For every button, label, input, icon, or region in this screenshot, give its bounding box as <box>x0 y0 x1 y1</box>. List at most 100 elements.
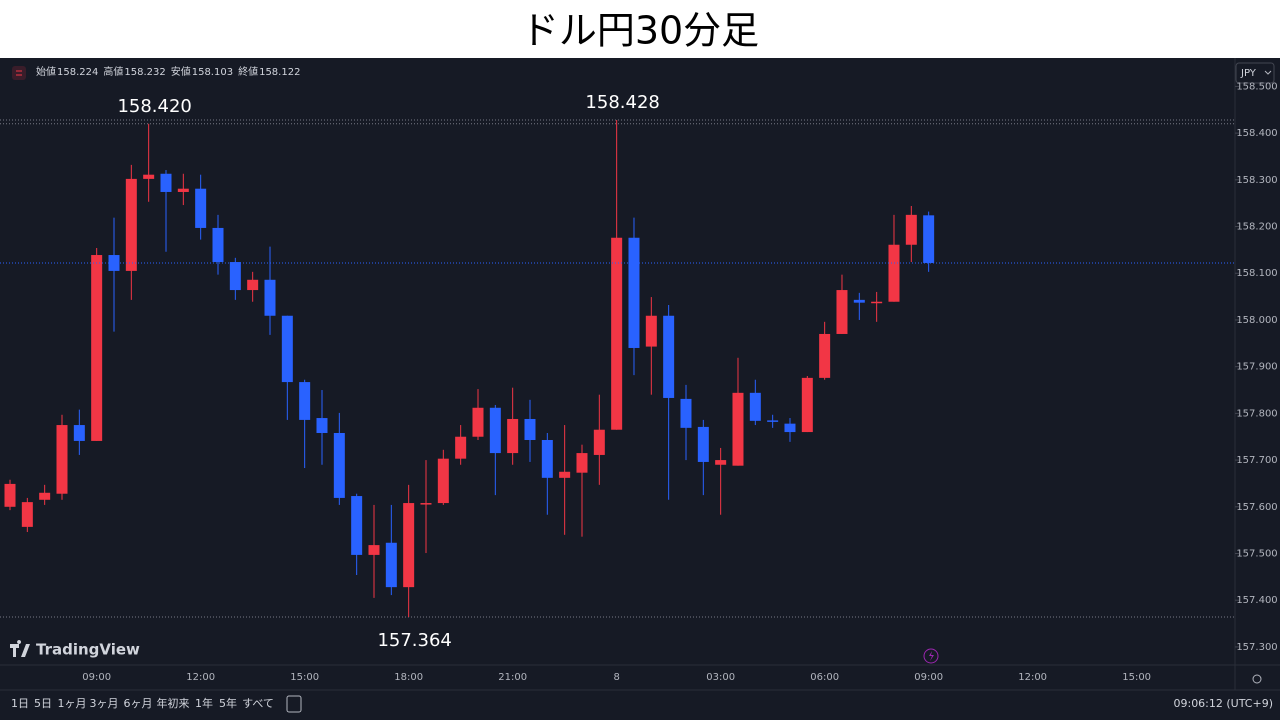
event-bolt <box>929 651 934 661</box>
candle-body <box>4 483 16 507</box>
y-tick-label: 157.500 <box>1236 549 1277 560</box>
event-icon[interactable] <box>923 648 939 664</box>
y-tick-label: 158.400 <box>1236 128 1277 139</box>
candle-body <box>385 542 397 588</box>
candle-body <box>264 279 276 316</box>
x-tick-label: 15:00 <box>290 672 319 683</box>
x-tick-label: 09:00 <box>914 672 943 683</box>
candle-body <box>177 188 189 192</box>
candle-body <box>299 382 311 420</box>
y-tick-label: 157.300 <box>1236 642 1277 653</box>
candle-body <box>923 215 935 263</box>
candle-body <box>455 436 467 459</box>
period-button[interactable]: すべて <box>242 697 274 710</box>
y-tick-label: 158.300 <box>1236 175 1277 186</box>
extreme-label: 158.428 <box>585 92 659 113</box>
candle-body <box>541 439 553 478</box>
brand-name: TradingView <box>36 641 140 659</box>
title-band <box>0 0 1280 58</box>
currency-label: JPY <box>1240 68 1257 79</box>
y-tick-label: 158.500 <box>1236 81 1277 92</box>
x-tick-label: 12:00 <box>186 672 215 683</box>
y-tick-label: 157.700 <box>1236 455 1277 466</box>
candle-body <box>524 418 536 440</box>
period-button[interactable]: 1ヶ月 <box>58 697 87 710</box>
candle-body <box>593 429 605 455</box>
candle-body <box>437 458 449 504</box>
y-tick-label: 157.400 <box>1236 595 1277 606</box>
x-tick-label: 09:00 <box>82 672 111 683</box>
candle-body <box>732 392 744 466</box>
candle-body <box>160 173 172 192</box>
candle-body <box>143 174 155 179</box>
currency-button[interactable] <box>1235 62 1275 84</box>
candle-body <box>905 214 917 245</box>
candle-body <box>680 398 692 428</box>
clock: 09:06:12 (UTC+9) <box>1173 697 1273 710</box>
symbol-icon[interactable] <box>12 66 26 80</box>
period-button[interactable]: 1年 <box>195 696 213 710</box>
candle-body <box>281 315 293 383</box>
ohlc-value: 158.103 <box>192 67 233 78</box>
candle-body <box>247 279 259 291</box>
candle-body <box>472 407 484 437</box>
period-button[interactable]: 5日 <box>34 697 52 710</box>
y-tick-label: 158.100 <box>1236 268 1277 279</box>
settings-button[interactable] <box>1252 674 1262 684</box>
candle-body <box>56 425 68 494</box>
candle-body <box>403 503 415 588</box>
candle-body <box>645 315 657 347</box>
brand-logo: TradingView <box>10 640 140 659</box>
period-button[interactable]: 6ヶ月 <box>124 697 153 710</box>
candle-body <box>749 392 761 421</box>
candle-body <box>229 262 241 291</box>
y-tick-label: 157.600 <box>1236 502 1277 513</box>
candle-body <box>73 425 85 441</box>
currency-caret <box>1264 70 1272 75</box>
y-tick-label: 157.800 <box>1236 408 1277 419</box>
chart-panel <box>0 58 1280 720</box>
ohlc-label: 始値 <box>36 65 56 78</box>
x-tick-label: 06:00 <box>810 672 839 683</box>
candle-body <box>853 299 865 303</box>
date-range-button[interactable] <box>286 695 302 713</box>
candle-body <box>697 426 709 462</box>
y-tick-label: 157.900 <box>1236 362 1277 373</box>
candle-body <box>125 178 137 271</box>
candle-body <box>507 418 519 454</box>
candle-body <box>767 420 779 422</box>
x-tick-label: 8 <box>613 672 619 683</box>
period-button[interactable]: 5年 <box>219 696 237 710</box>
candle-body <box>628 237 640 348</box>
candle-body <box>316 418 328 433</box>
candle-body <box>559 471 571 478</box>
candle-body <box>195 188 207 228</box>
candle-body <box>351 496 363 555</box>
chart-title: ドル円30分足 <box>521 9 759 53</box>
candle-body <box>663 315 675 398</box>
candle-body <box>212 227 224 263</box>
candle-body <box>91 255 103 441</box>
candle-body <box>888 244 900 302</box>
candle-body <box>801 377 813 433</box>
period-button[interactable]: 3ヶ月 <box>90 697 119 710</box>
ohlc-label: 安値 <box>171 65 191 78</box>
y-tick-label: 158.200 <box>1236 222 1277 233</box>
candle-body <box>39 492 51 500</box>
ohlc-value: 158.224 <box>57 67 98 78</box>
candle-body <box>489 407 501 454</box>
candle-body <box>715 460 727 465</box>
ohlc-value: 158.232 <box>124 67 165 78</box>
candle-body <box>333 432 345 498</box>
period-button[interactable]: 1日 <box>11 697 29 710</box>
period-button[interactable]: 年初来 <box>157 696 190 710</box>
candle-body <box>611 237 623 430</box>
ohlc-label: 高値 <box>103 65 123 78</box>
candle-body <box>21 502 33 527</box>
candle-body <box>420 503 432 505</box>
x-tick-label: 21:00 <box>498 672 527 683</box>
x-tick-label: 12:00 <box>1018 672 1047 683</box>
extreme-label: 157.364 <box>377 630 451 651</box>
ohlc-value: 158.122 <box>259 67 300 78</box>
